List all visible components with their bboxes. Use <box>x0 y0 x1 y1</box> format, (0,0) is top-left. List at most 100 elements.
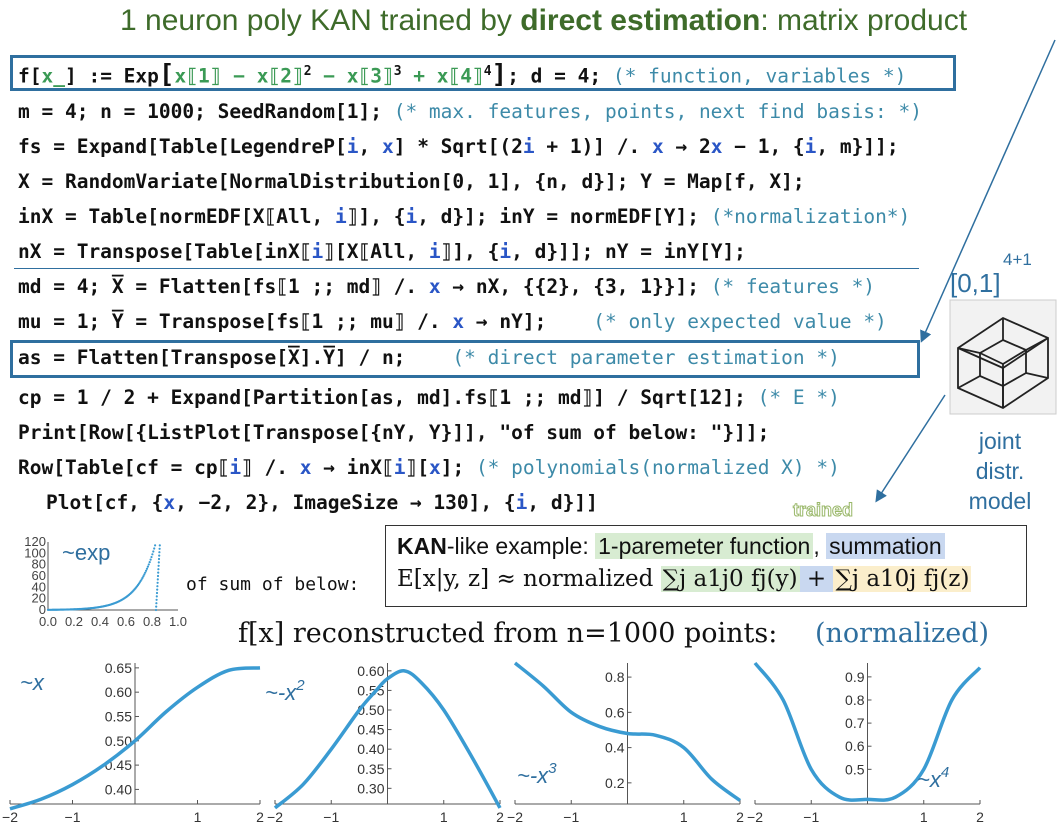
curve-label: ~x <box>20 670 45 695</box>
scatter-point <box>145 567 149 570</box>
y-tick-label: 0.30 <box>357 780 384 796</box>
scatter-point <box>154 544 157 547</box>
estimation-box <box>10 340 920 378</box>
code-line-10: cp = 1 / 2 + Expand[Partition[as, md].fs… <box>18 386 840 409</box>
y-tick-label: 0.4 <box>605 740 625 756</box>
scatter-point <box>153 547 156 550</box>
scatter-point <box>156 581 159 584</box>
y-tick-label: 0.45 <box>357 722 384 738</box>
function-definition-box <box>10 55 956 91</box>
x-tick-label: −1 <box>65 809 81 825</box>
y-tick-label: 0.8 <box>605 669 625 685</box>
x-tick-label: −2 <box>747 809 763 825</box>
scatter-x-tick: 0.8 <box>143 614 161 629</box>
y-tick-label: 0.65 <box>105 660 132 676</box>
model-label: model <box>968 488 1032 514</box>
scatter-point <box>149 558 152 561</box>
curve-label: ~-x2 <box>265 677 305 705</box>
code-line-6: nX = Transpose[Table[inX⟦i⟧[X⟦All, i⟧], … <box>18 240 746 263</box>
y-tick-label: 0.5 <box>845 761 865 777</box>
y-tick-label: 0.6 <box>605 704 625 720</box>
y-tick-label: 0.35 <box>357 761 384 777</box>
code-line-8: mu = 1; Y̅ = Transpose[fs⟦1 ;; mu⟧ /. x … <box>18 310 887 333</box>
scatter-point <box>146 565 149 568</box>
y-tick-label: 0.50 <box>105 733 132 749</box>
scatter-point <box>152 550 155 553</box>
kan-example-box <box>385 525 1027 607</box>
y-tick-label: 0.7 <box>845 715 865 731</box>
curve-label-exponent: 3 <box>548 760 557 777</box>
x-tick-label: 1 <box>920 809 928 825</box>
scatter-point <box>158 554 161 557</box>
scatter-point <box>156 588 159 591</box>
chart-minus-x2: −2 −1 1 20.600.550.500.450.400.350.30~-x2 <box>265 663 504 825</box>
scatter-x-tick: 0.6 <box>117 614 135 629</box>
hypercube-icon <box>949 299 1057 415</box>
reconstruction-heading: f[x] reconstructed from n=1000 points: <box>238 618 778 649</box>
curve-label: ~x4 <box>917 764 949 792</box>
scatter-point <box>156 585 159 588</box>
scatter-y-tick: 120 <box>24 534 46 549</box>
scatter-y-tick: 60 <box>32 568 46 583</box>
y-tick-label: 0.9 <box>845 669 865 685</box>
curve-label-exponent: 2 <box>295 677 305 694</box>
normalized-label: (normalized) <box>815 618 990 649</box>
scatter-point <box>157 568 160 571</box>
curve-label: ~-x3 <box>517 760 557 788</box>
scatter-point <box>145 569 148 572</box>
scatter-point <box>157 557 161 561</box>
x-tick-label: −2 <box>2 809 18 825</box>
scatter-point <box>150 555 153 559</box>
scatter-point <box>158 547 161 550</box>
scatter-point <box>155 605 158 608</box>
x-tick-label: −1 <box>803 809 819 825</box>
curve-label-exponent: 4 <box>941 764 949 781</box>
y-tick-label: 0.6 <box>845 738 865 754</box>
code-line-12: Row[Table[cf = cp⟦i⟧ /. x → inX⟦i⟧[x]; (… <box>18 456 840 479</box>
code-line-5: inX = Table[normEDF[X⟦All, i⟧], {i, d}];… <box>18 205 911 228</box>
scatter-point <box>148 560 151 564</box>
code-line-1: f[x_] := Exp[x⟦1⟧ − x⟦2⟧2 − x⟦3⟧3 + x⟦4⟧… <box>18 59 907 90</box>
scatter-point <box>155 591 159 595</box>
scatter-y-tick: 100 <box>24 545 46 560</box>
scatter-point <box>141 576 144 579</box>
scatter-point <box>157 561 160 564</box>
slide-title: 1 neuron poly KAN trained by direct esti… <box>120 4 968 37</box>
scatter-point <box>157 571 160 574</box>
scatter-point <box>157 564 160 567</box>
x-tick-label: −1 <box>323 809 339 825</box>
scatter-point <box>143 573 146 576</box>
trained-label: trained <box>792 500 854 521</box>
scatter-y-tick: 0 <box>39 602 46 617</box>
expectation-formula: E[x|y, z] ≈ normalized ∑j a1j0 fj(y) + ∑… <box>397 566 972 592</box>
code-line-9: as = Flatten[Transpose[X̅].Y̅] / n; (* d… <box>18 346 840 369</box>
scatter-point <box>147 563 150 566</box>
x-tick-label: 1 <box>194 809 202 825</box>
scatter-point <box>158 551 161 554</box>
scatter-x-tick: 1.0 <box>169 614 187 629</box>
code-line-2: m = 4; n = 1000; SeedRandom[1]; (* max. … <box>18 100 923 123</box>
scatter-label: ~exp <box>62 540 110 565</box>
scatter-point <box>158 544 161 547</box>
kan-caption: KAN-like example: 1-paremeter function, … <box>397 533 945 560</box>
y-tick-label: 0.60 <box>105 684 132 700</box>
x-tick-label: 2 <box>736 809 744 825</box>
code-line-7: md = 4; X̅ = Flatten[fs⟦1 ;; md⟧ /. x → … <box>18 275 876 298</box>
chart-x4: −2 −1 1 2 0.9 0.8 0.7 0.6 0.5 ~x4 <box>747 661 984 825</box>
scatter-point <box>142 575 145 578</box>
x-tick-label: 1 <box>680 809 688 825</box>
distr-label: distr. <box>975 458 1025 484</box>
scatter-point <box>156 578 159 581</box>
scatter-x-tick: 0.0 <box>39 614 57 629</box>
chart-minus-x3: −2 −1 1 2 0.8 0.6 0.4 0.2 ~-x3 <box>507 661 744 825</box>
scatter-x-tick: 0.2 <box>65 614 83 629</box>
y-tick-label: 0.8 <box>845 692 865 708</box>
scatter-x-tick: 0.4 <box>91 614 109 629</box>
interval-label: [0,1] <box>950 268 1001 298</box>
dimension-superscript: 4+1 <box>1003 250 1032 269</box>
code-line-3: fs = Expand[Table[LegendreP[i, x] * Sqrt… <box>18 135 899 158</box>
scatter-y-tick: 40 <box>32 579 46 594</box>
scatter-point <box>155 602 158 605</box>
scatter-y-tick: 80 <box>32 557 46 572</box>
